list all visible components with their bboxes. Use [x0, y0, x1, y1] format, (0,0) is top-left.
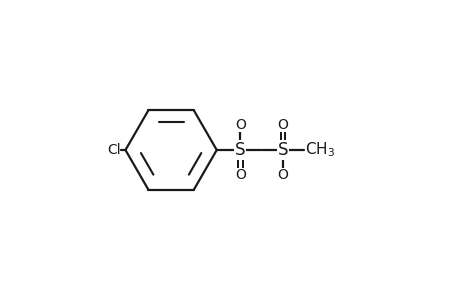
Text: Cl: Cl [107, 143, 121, 157]
Text: CH$_3$: CH$_3$ [304, 141, 335, 159]
Text: S: S [235, 141, 245, 159]
Text: S: S [277, 141, 288, 159]
Text: O: O [277, 168, 288, 182]
Text: O: O [277, 118, 288, 132]
Text: O: O [235, 118, 245, 132]
Text: O: O [235, 168, 245, 182]
